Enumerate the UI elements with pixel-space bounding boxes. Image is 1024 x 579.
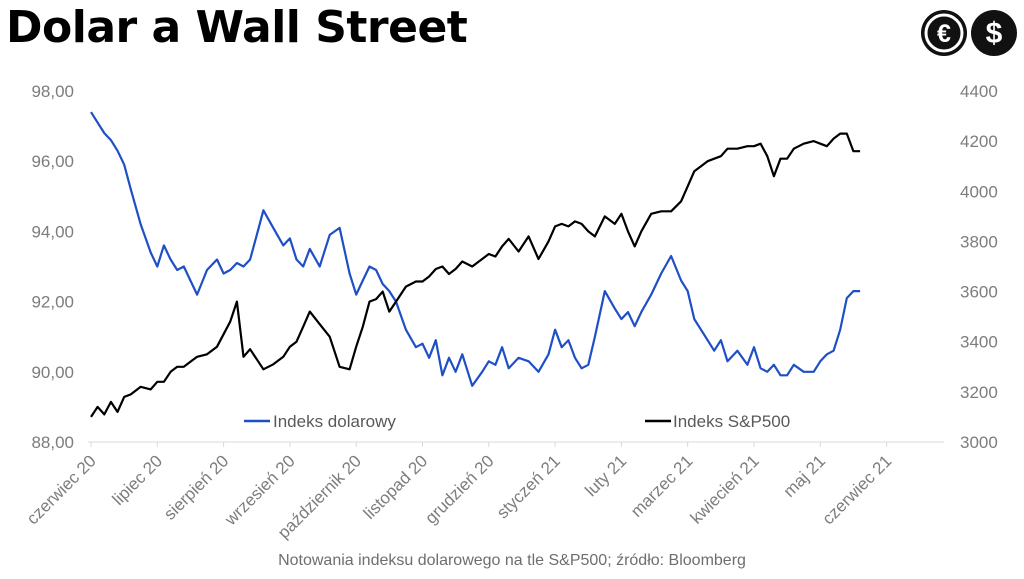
x-tick-label: listopad 20	[360, 451, 432, 523]
y-left-tick-label: 96,00	[31, 152, 74, 171]
y-left-tick-label: 94,00	[31, 222, 74, 241]
page-title: Dolar a Wall Street	[6, 2, 468, 53]
y-right-tick-label: 3600	[960, 283, 998, 302]
y-left-tick-label: 98,00	[31, 82, 74, 101]
series-line-indeks-sp500	[90, 132, 861, 418]
y-left-tick-label: 92,00	[31, 293, 74, 312]
y-left-tick-label: 90,00	[31, 363, 74, 382]
chart-caption: Notowania indeksu dolarowego na tle S&P5…	[278, 552, 746, 569]
dollar-symbol: $	[986, 17, 1003, 50]
y-left-tick-label: 88,00	[31, 433, 74, 452]
legend: Indeks dolarowy Indeks S&P500	[244, 412, 790, 431]
euro-symbol: €	[937, 20, 951, 48]
x-tick-label: czerwiec 21	[819, 451, 896, 528]
x-tick-label: styczeń 21	[493, 451, 564, 522]
y-right-tick-label: 3400	[960, 333, 998, 352]
legend-label-indeks-sp500: Indeks S&P500	[673, 412, 790, 431]
y-right-tick-label: 4000	[960, 182, 998, 201]
euro-coin-icon	[921, 10, 967, 56]
x-tick-label: sierpień 20	[160, 451, 232, 523]
x-tick-label: luty 21	[581, 451, 630, 500]
y-axis-left: 88,00 90,00 92,00 94,00 96,00 98,00	[31, 82, 74, 452]
x-tick-label: maj 21	[780, 451, 830, 501]
y-right-tick-label: 4400	[960, 82, 998, 101]
euro-dollar-logo: € $	[921, 10, 1017, 56]
x-tick-label: grudzień 20	[421, 451, 497, 527]
x-tick-label: kwiecień 21	[687, 451, 763, 527]
x-tick-label: czerwiec 20	[23, 451, 100, 528]
y-right-tick-label: 3000	[960, 433, 998, 452]
y-axis-right: 3000 3200 3400 3600 3800 4000 4200 4400	[960, 82, 998, 452]
x-tick-label: lipiec 20	[109, 451, 167, 509]
y-right-tick-label: 4200	[960, 132, 998, 151]
series-line-indeks-dolarowy	[90, 111, 861, 387]
x-tick-label: marzec 21	[627, 451, 697, 521]
y-right-tick-label: 3200	[960, 383, 998, 402]
y-right-tick-label: 3800	[960, 232, 998, 251]
dollar-coin-icon	[971, 10, 1017, 56]
legend-label-indeks-dolarowy: Indeks dolarowy	[273, 412, 396, 431]
